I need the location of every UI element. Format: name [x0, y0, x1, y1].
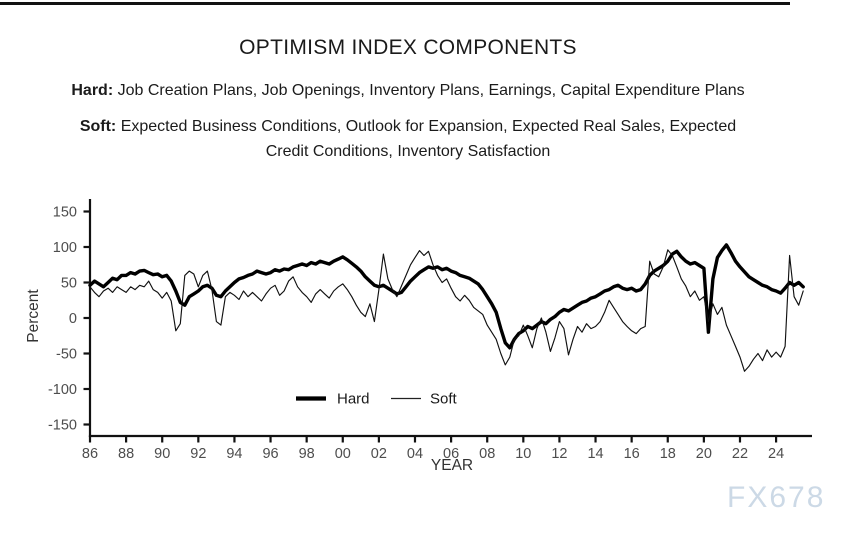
- x-tick-label: 12: [551, 446, 567, 462]
- hard-label: Hard:: [71, 82, 114, 99]
- fx678-watermark: FX678: [727, 481, 826, 514]
- x-tick-label: 08: [479, 446, 495, 462]
- y-tick-label: 50: [61, 276, 77, 292]
- x-tick-label: 90: [154, 446, 170, 462]
- x-axis-title: YEAR: [431, 457, 473, 474]
- chart-title: OPTIMISM INDEX COMPONENTS: [239, 36, 577, 59]
- hard-components-description: Hard: Job Creation Plans, Job Openings, …: [0, 78, 816, 103]
- y-tick-label: -100: [48, 382, 77, 398]
- top-border-rule: [0, 2, 790, 5]
- y-tick-label: 150: [53, 205, 77, 221]
- x-tick-label: 24: [768, 446, 784, 462]
- x-tick-label: 14: [587, 446, 603, 462]
- x-tick-label: 86: [82, 446, 98, 462]
- y-tick-label: -50: [56, 347, 77, 363]
- series-soft-line: [89, 249, 804, 372]
- x-tick-label: 96: [262, 446, 278, 462]
- soft-components-description: Soft: Expected Business Conditions, Outl…: [0, 114, 816, 164]
- x-tick-label: 06: [443, 446, 459, 462]
- soft-components-text: Expected Business Conditions, Outlook fo…: [120, 118, 737, 160]
- y-tick-label: 100: [53, 240, 77, 256]
- x-tick-label: 20: [696, 446, 712, 462]
- series-hard-line: [88, 243, 805, 350]
- x-axis-ticks: 86 88 90 92 94 96 98 00 02 04 06 08 10 12 14 16 18 20 22 24: [82, 436, 784, 462]
- x-tick-label: 88: [118, 446, 134, 462]
- legend-soft-label: Soft: [430, 391, 458, 408]
- x-tick-label: 10: [515, 446, 531, 462]
- x-tick-label: 04: [407, 446, 423, 462]
- chart-series: [88, 243, 805, 372]
- hard-components-text: Job Creation Plans, Job Openings, Invent…: [113, 82, 745, 99]
- x-tick-label: 98: [299, 446, 315, 462]
- x-tick-label: 22: [732, 446, 748, 462]
- x-tick-label: 18: [660, 446, 676, 462]
- y-tick-label: 0: [69, 311, 77, 327]
- x-tick-label: 02: [371, 446, 387, 462]
- y-axis-title: Percent: [25, 289, 42, 343]
- legend-hard-label: Hard: [337, 391, 370, 408]
- x-tick-label: 94: [226, 446, 242, 462]
- x-tick-label: 16: [624, 446, 640, 462]
- x-tick-label: 00: [335, 446, 351, 462]
- x-tick-label: 92: [190, 446, 206, 462]
- y-axis-ticks: 150 100 50 0 -50 -100 -150: [48, 205, 90, 434]
- chart-legend: Hard Soft: [296, 391, 458, 408]
- y-tick-label: -150: [48, 418, 77, 434]
- soft-label: Soft:: [79, 118, 117, 135]
